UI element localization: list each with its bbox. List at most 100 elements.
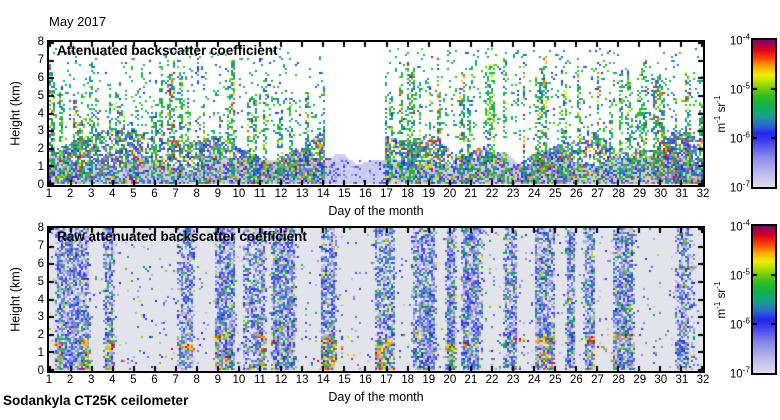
x-tick-label: 14 [316, 374, 330, 386]
x-tick-label: 4 [109, 374, 116, 386]
x-tick-label: 23 [506, 374, 520, 386]
x-tick-label: 30 [654, 188, 668, 200]
y-tick-label: 4 [37, 107, 44, 120]
x-tick-label: 4 [109, 188, 116, 200]
colorbar-attenuated [751, 38, 777, 189]
y-tick-label: 5 [37, 89, 44, 102]
x-tick-label: 22 [485, 374, 499, 386]
x-tick-label: 28 [612, 188, 626, 200]
x-tick-label: 2 [66, 188, 74, 200]
y-tick-label: 1 [37, 161, 44, 174]
y-tick-label: 8 [37, 222, 44, 234]
y-tick-label: 2 [37, 143, 44, 156]
x-tick-label: 13 [295, 374, 309, 386]
x-tick-label: 32 [696, 374, 710, 386]
x-tick-label: 23 [506, 188, 520, 200]
x-tick-label: 27 [591, 188, 604, 200]
figure-date-label: May 2017 [49, 14, 107, 29]
x-tick-label: 8 [193, 374, 200, 386]
y-tick-label: 8 [37, 36, 44, 48]
colorbar-tick-label: 10-6 [729, 316, 750, 332]
x-tick-label: 29 [633, 188, 647, 200]
colorbar-unit-raw: m-1 sr-1 [713, 281, 728, 319]
heatmap-canvas-raw [49, 228, 703, 371]
x-tick-label: 9 [214, 188, 221, 200]
colorbar-labels-attenuated: 10-4 10-5 10-6 10-7 [690, 33, 750, 195]
x-tick-label: 11 [253, 374, 266, 386]
x-tick-label: 6 [151, 374, 158, 386]
x-tick-label: 21 [464, 374, 478, 386]
x-tick-label: 18 [401, 374, 415, 386]
heatmap-canvas-attenuated [49, 42, 703, 185]
x-tick-label: 24 [527, 374, 541, 386]
x-tick-label: 17 [380, 188, 393, 200]
y-tick-label: 4 [37, 293, 44, 306]
x-tick-label: 25 [548, 374, 562, 386]
y-tick-label: 3 [37, 311, 44, 324]
x-tick-label: 8 [193, 188, 200, 200]
y-axis-ticks-attenuated: 0 1 2 3 4 5 6 7 8 [0, 36, 44, 191]
x-tick-label: 19 [422, 188, 436, 200]
colorbar-canvas-attenuated [753, 40, 775, 187]
x-tick-label: 14 [316, 188, 330, 200]
panel-title-raw: Raw attenuated backscatter coefficient [57, 229, 307, 244]
y-axis-label-attenuated: Height (km) [8, 81, 23, 146]
colorbar-tick-label: 10-4 [729, 218, 750, 234]
x-tick-label: 26 [570, 374, 583, 386]
x-tick-label: 28 [612, 374, 626, 386]
colorbar-canvas-raw [753, 226, 775, 373]
x-tick-label: 30 [654, 374, 668, 386]
y-tick-label: 3 [37, 125, 44, 138]
plot-area-attenuated: Attenuated backscatter coefficient [47, 40, 705, 187]
x-tick-label: 22 [485, 188, 499, 200]
x-tick-label: 1 [45, 374, 53, 386]
y-tick-label: 5 [37, 275, 44, 288]
x-tick-label: 7 [172, 374, 179, 386]
x-tick-label: 3 [87, 188, 95, 200]
colorbar-unit-attenuated: m-1 sr-1 [713, 95, 728, 133]
y-tick-label: 6 [37, 257, 44, 270]
x-tick-label: 17 [380, 374, 393, 386]
x-tick-label: 12 [274, 188, 288, 200]
x-tick-label: 20 [443, 374, 457, 386]
x-tick-label: 15 [337, 188, 351, 200]
colorbar-tick-label: 10-7 [729, 179, 750, 195]
x-axis-ticks-raw: 1 2 3 4 5 6 7 8 9 10 11 12 13 14 15 16 17 18 19 20 21 22 23 24 2… [45, 374, 710, 387]
x-tick-label: 24 [527, 188, 541, 200]
colorbar-tick-label: 10-5 [729, 267, 750, 283]
colorbar-tick-label: 10-4 [729, 32, 750, 48]
x-tick-label: 2 [66, 374, 74, 386]
x-tick-label: 29 [633, 374, 647, 386]
x-tick-label: 25 [548, 188, 562, 200]
x-axis-ticks-attenuated: 1 2 3 4 5 6 7 8 9 10 11 12 13 14 15 16 17 18 19 20 21 22 23 24 2… [45, 188, 710, 201]
x-tick-label: 5 [130, 188, 137, 200]
x-tick-label: 12 [274, 374, 288, 386]
instrument-label: Sodankyla CT25K ceilometer [3, 393, 189, 408]
panel-title-attenuated: Attenuated backscatter coefficient [57, 43, 278, 58]
x-tick-label: 13 [295, 188, 309, 200]
x-tick-label: 20 [443, 188, 457, 200]
y-tick-label: 1 [37, 347, 44, 360]
x-tick-label: 9 [214, 374, 221, 386]
x-tick-label: 3 [87, 374, 95, 386]
y-tick-label: 7 [37, 239, 44, 252]
x-tick-label: 1 [45, 188, 53, 200]
colorbar-tick-label: 10-6 [729, 130, 750, 146]
x-axis-label-raw: Day of the month [328, 390, 424, 404]
y-tick-label: 0 [37, 179, 44, 191]
x-tick-label: 31 [675, 188, 689, 200]
x-tick-label: 6 [151, 188, 158, 200]
x-tick-label: 10 [232, 188, 246, 200]
x-tick-label: 10 [232, 374, 246, 386]
y-tick-label: 7 [37, 53, 44, 66]
y-axis-ticks-raw: 0 1 2 3 4 5 6 7 8 [0, 222, 44, 377]
x-tick-label: 7 [172, 188, 179, 200]
x-tick-label: 32 [696, 188, 710, 200]
x-tick-label: 26 [570, 188, 583, 200]
x-tick-label: 16 [359, 374, 372, 386]
colorbar-labels-raw: 10-4 10-5 10-6 10-7 [690, 219, 750, 381]
colorbar-tick-label: 10-5 [729, 81, 750, 97]
x-tick-label: 27 [591, 374, 604, 386]
x-tick-label: 11 [253, 188, 266, 200]
